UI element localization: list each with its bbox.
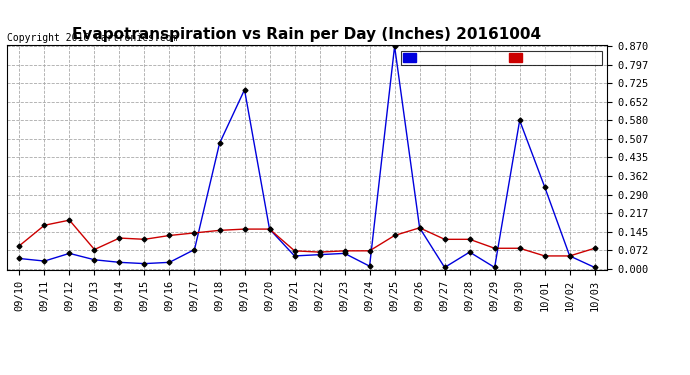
Title: Evapotranspiration vs Rain per Day (Inches) 20161004: Evapotranspiration vs Rain per Day (Inch… <box>72 27 542 42</box>
Legend: Rain  (Inches), ET  (Inches): Rain (Inches), ET (Inches) <box>400 51 602 66</box>
Text: Copyright 2016 Cartronics.com: Copyright 2016 Cartronics.com <box>7 33 177 43</box>
